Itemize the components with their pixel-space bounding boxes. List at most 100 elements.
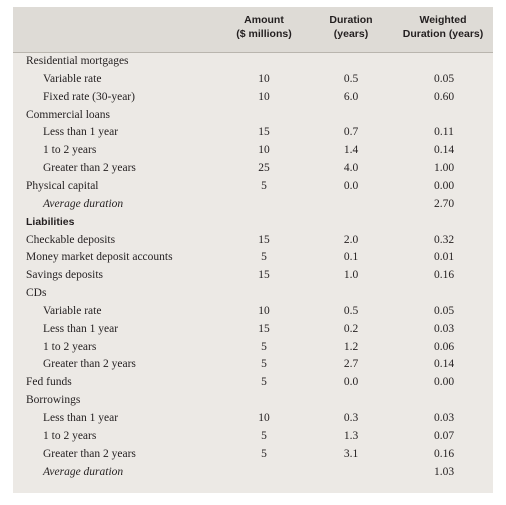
row-label: Residential mortgages [26,55,129,67]
weighted-duration-cell: 0.07 [433,429,455,442]
row-label: Borrowings [26,394,81,407]
table-row: Checkable deposits 15 2.0 0.32 [13,232,493,249]
table-row: 1 to 2 years 5 1.3 0.07 [13,428,493,445]
weighted-duration-cell: 0.00 [433,179,455,192]
amount-cell: 5 [261,429,267,442]
amount-cell: 25 [258,162,270,175]
table-row: Fixed rate (30-year) 10 6.0 0.60 [13,89,493,106]
amount-cell: 10 [258,90,270,103]
amount-column-header: Amount ($ millions) [236,14,292,40]
duration-cell: 1.2 [343,340,359,353]
table-row: Savings deposits 15 1.0 0.16 [13,267,493,284]
table-row: Variable rate 10 0.5 0.05 [13,303,493,320]
amount-cell: 5 [261,447,267,460]
weighted-duration-cell: 0.16 [433,447,455,460]
table-row: Residential mortgages [13,53,493,70]
amount-cell: 5 [261,179,267,192]
row-label: Liabilities [26,215,75,228]
row-label: Less than 1 year [43,322,119,335]
duration-cell: 0.7 [343,126,359,139]
row-label: Physical capital [26,179,99,192]
table-row: Greater than 2 years 25 4.0 1.00 [13,160,493,177]
duration-cell: 0.2 [343,322,359,335]
table-row: CDs [13,285,493,302]
weighted-duration-cell: 0.32 [433,233,455,246]
weighted-duration-cell: 0.16 [433,269,455,282]
amount-cell: 10 [258,144,270,157]
row-label: Fixed rate (30-year) [43,90,135,103]
duration-cell: 0.0 [343,376,359,389]
weighted-duration-cell: 0.05 [433,304,455,317]
duration-cell: 1.3 [343,429,359,442]
row-label: Average duration [43,197,124,210]
row-label: Less than 1 year [43,126,119,139]
row-label: Average duration [43,465,124,478]
duration-column-header: Duration (years) [329,14,373,40]
row-label: Commercial loans [26,108,110,121]
weighted-duration-cell: 0.01 [433,251,455,264]
row-label: 1 to 2 years [43,340,97,353]
amount-cell: 15 [258,126,270,139]
duration-cell: 0.0 [343,179,359,192]
weighted-duration-cell: 2.70 [433,197,455,210]
duration-cell: 6.0 [343,90,359,103]
amount-cell: 10 [258,72,270,85]
table-row: Average duration 1.03 [13,464,493,481]
table-row: Fed funds 5 0.0 0.00 [13,374,493,391]
row-label: 1 to 2 years [43,144,97,157]
amount-cell: 10 [258,304,270,317]
header-divider [13,52,493,53]
duration-cell: 1.0 [343,269,359,282]
weighted-duration-cell: 1.00 [433,162,455,175]
weighted-duration-cell: 0.60 [433,90,455,103]
amount-cell: 5 [261,376,267,389]
table-row: Borrowings [13,392,493,409]
weighted-duration-cell: 0.05 [433,72,455,85]
row-label: Variable rate [43,304,102,317]
weighted-duration-cell: 0.03 [433,322,455,335]
table-row: 1 to 2 years 10 1.4 0.14 [13,142,493,159]
weighted-duration-column-header: Weighted Duration (years) [402,14,484,40]
row-label: Fed funds [26,376,72,389]
weighted-duration-cell: 0.03 [433,412,455,424]
amount-cell: 15 [258,233,270,246]
amount-cell: 5 [261,251,267,264]
weighted-duration-cell: 0.14 [433,358,455,371]
row-label: Greater than 2 years [43,447,136,460]
duration-cell: 0.3 [343,412,359,424]
amount-cell: 5 [261,340,267,353]
row-label: Less than 1 year [43,412,119,424]
row-label: Greater than 2 years [43,358,136,371]
weighted-duration-cell: 1.03 [433,465,455,478]
duration-cell: 1.4 [343,144,359,157]
duration-cell: 0.5 [343,304,359,317]
duration-cell: 2.0 [343,233,359,246]
table-row: Money market deposit accounts 5 0.1 0.01 [13,249,493,266]
amount-cell: 15 [258,322,270,335]
table-row: Physical capital 5 0.0 0.00 [13,178,493,195]
row-label: 1 to 2 years [43,429,97,442]
duration-cell: 0.5 [343,72,359,85]
weighted-duration-cell: 0.06 [433,340,455,353]
row-label: CDs [26,287,47,300]
duration-table: Amount ($ millions) Duration (years) Wei… [13,7,493,493]
row-label: Money market deposit accounts [26,251,173,264]
duration-cell: 0.1 [343,251,359,264]
duration-cell: 4.0 [343,162,359,175]
table-row: Average duration 2.70 [13,196,493,213]
duration-cell: 3.1 [343,447,359,460]
table-row: Liabilities [13,214,493,231]
amount-cell: 5 [261,358,267,371]
table-row: 1 to 2 years 5 1.2 0.06 [13,339,493,356]
table-row: Greater than 2 years 5 2.7 0.14 [13,356,493,373]
table-row: Less than 1 year 15 0.2 0.03 [13,321,493,338]
row-label: Savings deposits [26,269,103,282]
table-row: Greater than 2 years 5 3.1 0.16 [13,446,493,463]
table-header-band [13,7,493,52]
table-row: Less than 1 year 15 0.7 0.11 [13,124,493,141]
table-row: Commercial loans [13,107,493,124]
amount-cell: 15 [258,269,270,282]
table-row: Variable rate 10 0.5 0.05 [13,71,493,88]
row-label: Greater than 2 years [43,162,136,175]
weighted-duration-cell: 0.00 [433,376,455,389]
